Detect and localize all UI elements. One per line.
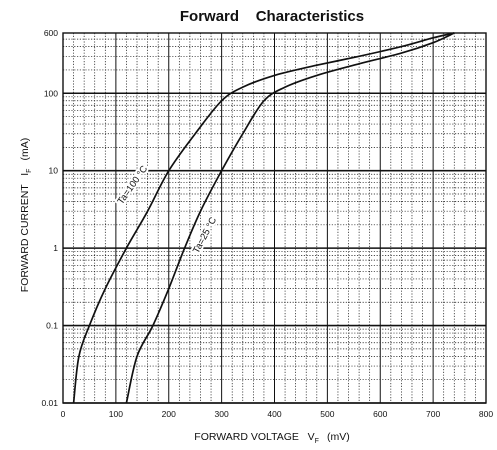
y-tick-label: 0.1	[46, 321, 58, 331]
x-tick-label: 200	[162, 409, 176, 419]
chart-axes	[62, 32, 487, 404]
x-tick-label: 500	[320, 409, 334, 419]
plot-frame	[62, 32, 487, 404]
chart-grid	[62, 32, 487, 404]
x-tick-labels: 0 100 200 300 400 500 600 700 800	[61, 409, 494, 419]
x-tick-label: 100	[109, 409, 123, 419]
y-tick-label: 10	[49, 166, 59, 176]
series-line-1	[125, 32, 455, 404]
x-tick-label: 400	[267, 409, 281, 419]
series-line-0	[72, 32, 455, 404]
y-axis-label-unit: (mA)	[19, 138, 31, 161]
x-tick-label: 800	[479, 409, 493, 419]
chart-title: Forward Characteristics	[180, 8, 364, 25]
y-tick-labels: 0.01 0.1 1 10 100 600	[41, 28, 58, 408]
x-tick-label: 0	[61, 409, 66, 419]
y-axis-label: FORWARD CURRENT IF (mA)	[19, 138, 33, 292]
x-axis-label-unit: (mV)	[327, 431, 350, 443]
x-axis-label-main: FORWARD VOLTAGE V	[194, 431, 314, 443]
y-tick-label: 100	[44, 88, 58, 98]
x-axis-label: FORWARD VOLTAGE VF (mV)	[194, 431, 349, 445]
x-axis-label-subscript: F	[315, 438, 319, 445]
x-tick-label: 700	[426, 409, 440, 419]
y-tick-label: 0.01	[41, 398, 58, 408]
y-tick-label: 600	[44, 28, 58, 38]
y-axis-label-main: FORWARD CURRENT I	[19, 173, 31, 292]
y-tick-label: 1	[53, 243, 58, 253]
y-axis-label-subscript: F	[26, 169, 33, 173]
x-tick-label: 300	[215, 409, 229, 419]
x-tick-label: 600	[373, 409, 387, 419]
